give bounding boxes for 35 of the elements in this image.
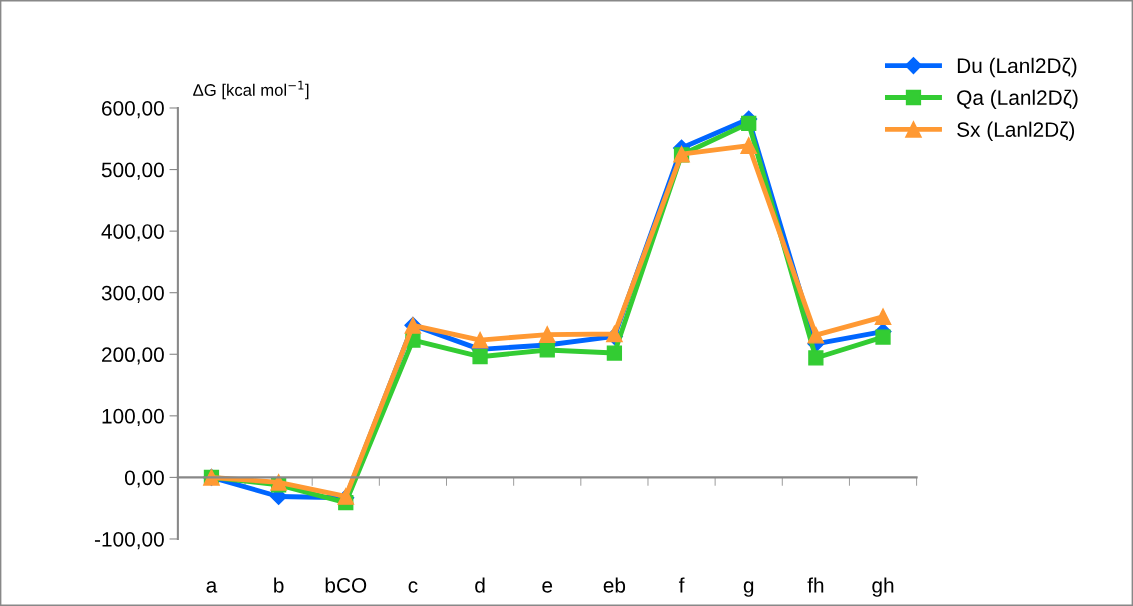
x-tick-label: fh <box>807 577 824 593</box>
legend-label: Du (Lanl2Dζ) <box>957 57 1077 78</box>
x-tick-label: g <box>743 581 754 597</box>
point <box>741 115 757 132</box>
point <box>874 308 892 326</box>
point <box>471 331 489 349</box>
x-tick-label: a <box>206 581 218 593</box>
point <box>539 342 555 358</box>
legend-label: Qa (Lanl2Dζ) <box>957 89 1078 110</box>
point <box>808 350 824 366</box>
point <box>807 326 825 344</box>
y-tick-label: -100,00 <box>94 531 164 550</box>
y-tick-label: 0,00 <box>124 470 164 488</box>
point <box>606 345 623 361</box>
x-tick-label: d <box>475 577 485 593</box>
point <box>270 473 287 491</box>
x-tick-label: e <box>542 581 553 593</box>
y-tick-label: 100,00 <box>102 408 164 427</box>
y-tick-label: 500,00 <box>101 162 164 180</box>
legend-label: Sx (Lanl2Dζ) <box>957 121 1075 142</box>
y-tick-label: 600,00 <box>102 100 164 119</box>
x-tick-label: b <box>274 577 284 593</box>
point <box>740 137 758 154</box>
y-axis-title: ΔG [kcal mol$^{−1}$] <box>193 80 309 100</box>
x-tick-label: f <box>678 577 685 593</box>
y-tick-label: 300,00 <box>101 285 164 303</box>
y-tick-label: 200,00 <box>102 347 164 365</box>
point <box>538 326 556 343</box>
x-tick-label: gh <box>872 577 894 597</box>
y-tick-label: 400,00 <box>101 224 164 242</box>
x-tick-label: eb <box>603 577 626 593</box>
x-tick-label: c <box>408 581 418 593</box>
x-tick-label: bCO <box>325 577 367 593</box>
point <box>875 329 891 345</box>
point <box>472 349 488 365</box>
